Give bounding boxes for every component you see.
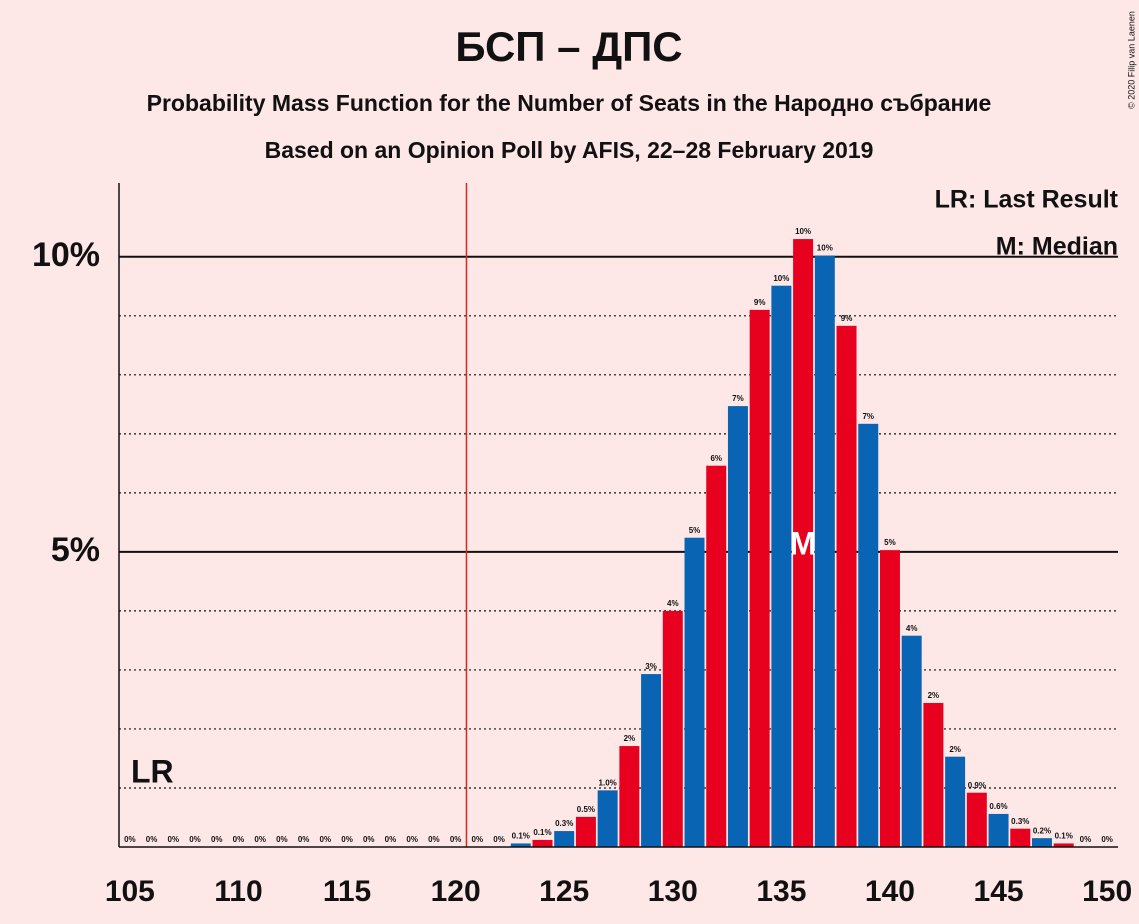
value-label: 0% [254,835,266,844]
value-label: 0% [233,835,245,844]
value-label: 0% [124,835,136,844]
bar [901,635,922,847]
bar [988,813,1009,847]
value-label: 2% [949,745,961,754]
x-tick-label: 130 [648,875,698,908]
value-label: 3% [645,662,657,671]
value-label: 0.5% [577,805,595,814]
value-label: 0.3% [1011,817,1029,826]
bar [1053,843,1074,847]
value-label: 0.3% [555,819,573,828]
x-tick-label: 115 [323,875,371,908]
chart-title: БСП – ДПС [455,23,682,70]
chart-subtitle: Based on an Opinion Poll by AFIS, 22–28 … [265,137,874,163]
bar [662,610,683,847]
value-label: 2% [928,691,940,700]
last-result-label: LR [131,753,174,789]
bar [554,831,575,847]
bar [532,839,553,847]
chart-subtitle: Probability Mass Function for the Number… [147,90,992,116]
bar [727,406,748,847]
value-label: 0% [406,835,418,844]
credit: © 2020 Filip van Laenen [1126,11,1136,109]
bar [836,325,857,848]
legend-entry: LR: Last Result [935,186,1119,214]
value-label: 0% [276,835,288,844]
bar [793,239,814,847]
value-label: 0.1% [533,828,551,837]
legend-entry: M: Median [996,233,1118,261]
value-label: 0% [298,835,310,844]
value-label: 6% [710,454,722,463]
bar [771,285,792,847]
value-label: 0% [1080,835,1092,844]
bar [575,816,596,847]
value-label: 0.2% [1033,826,1051,835]
x-tick-label: 125 [539,875,589,908]
value-label: 0% [428,835,440,844]
bar [879,550,900,847]
bar [597,790,618,847]
value-label: 0.1% [1055,832,1073,841]
value-label: 7% [732,394,744,403]
value-label: 0.6% [989,802,1007,811]
bar [814,255,835,847]
value-label: 5% [884,538,896,547]
value-label: 0.9% [968,781,986,790]
value-label: 4% [906,624,918,633]
median-marker: M [790,525,817,561]
x-tick-label: 140 [865,875,915,908]
bar [619,746,640,847]
bar [923,702,944,847]
value-label: 0% [189,835,201,844]
bar [945,756,966,847]
bar [510,843,531,847]
y-tick-label: 10% [32,236,100,274]
y-tick-label: 5% [51,531,100,569]
value-label: 2% [624,734,636,743]
value-label: 10% [773,274,789,283]
value-label: 0% [450,835,462,844]
value-label: 5% [689,526,701,535]
value-label: 10% [795,227,811,236]
bar [641,674,662,847]
value-label: 0% [385,835,397,844]
bar [858,423,879,847]
value-label: 1.0% [599,778,617,787]
x-tick-label: 150 [1082,875,1132,908]
bar [1031,838,1052,847]
value-label: 0% [493,835,505,844]
value-label: 9% [754,298,766,307]
value-label: 9% [841,314,853,323]
bar [1010,828,1031,847]
value-label: 0% [320,835,332,844]
bar [966,792,987,847]
value-label: 0% [341,835,353,844]
x-tick-label: 120 [431,875,481,908]
bar [706,465,727,847]
value-label: 0% [363,835,375,844]
value-label: 0% [211,835,223,844]
value-label: 0.1% [512,832,530,841]
value-label: 0% [168,835,180,844]
x-tick-label: 135 [756,875,806,908]
x-tick-label: 105 [105,875,155,908]
x-tick-label: 110 [214,875,262,908]
value-label: 4% [667,599,679,608]
value-label: 0% [146,835,158,844]
bar [684,537,705,847]
bar [749,309,770,847]
value-label: 10% [817,244,833,253]
x-tick-label: 145 [974,875,1024,908]
value-label: 0% [1101,835,1113,844]
value-label: 0% [472,835,484,844]
value-label: 7% [862,412,874,421]
